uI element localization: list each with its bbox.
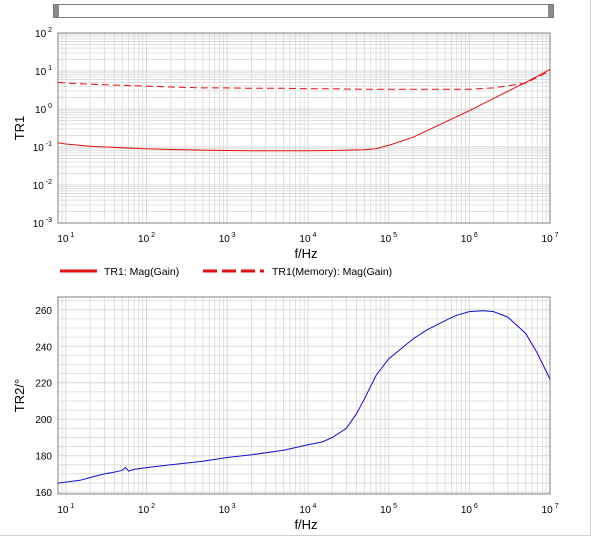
y-tick-base: 10	[35, 29, 47, 40]
x-tick-label: 10 6	[461, 503, 478, 516]
x-tick-base: 10	[380, 234, 392, 245]
y-tick-exponent: -2	[44, 179, 52, 186]
x-tick-label: 10 3	[219, 232, 236, 245]
y-tick-exponent: -1	[44, 141, 52, 148]
y-tick-label: 180	[35, 452, 52, 463]
x-tick-label: 10 1	[57, 503, 74, 516]
y-tick-label: 200	[35, 415, 52, 426]
y-tick-label: 240	[35, 342, 52, 353]
x-tick-base: 10	[380, 505, 392, 516]
x-tick-label: 10 2	[138, 232, 155, 245]
x-tick-exponent: 3	[230, 503, 236, 510]
scrollbar-left-handle[interactable]	[54, 5, 59, 17]
tr1-x-tick-labels: 10 1 10 2 10 3 10 4 10 5 10 6 10 7	[57, 232, 558, 245]
tr1-series-group	[57, 68, 551, 152]
tr1-plot-border	[57, 32, 551, 224]
legend: TR1: Mag(Gain) TR1(Memory): Mag(Gain)	[60, 266, 392, 278]
x-tick-label: 10 7	[542, 232, 559, 245]
x-tick-exponent: 6	[472, 232, 478, 239]
y-tick-label: 10 -2	[33, 179, 52, 192]
tr2-y-tick-labels: 160 180 200 220 240 260	[35, 306, 52, 499]
x-tick-label: 10 4	[299, 503, 316, 516]
x-tick-exponent: 1	[68, 503, 74, 510]
tr2-x-tick-labels: 10 1 10 2 10 3 10 4 10 5 10 6 10 7	[57, 503, 558, 516]
x-tick-label: 10 4	[299, 232, 316, 245]
x-tick-base: 10	[219, 234, 231, 245]
y-tick-label: 220	[35, 379, 52, 390]
y-tick-base: 10	[33, 219, 45, 230]
tr1-y-axis-title: TR1	[12, 116, 27, 141]
x-tick-base: 10	[219, 505, 231, 516]
y-tick-label: 10 0	[35, 103, 52, 116]
x-tick-base: 10	[461, 505, 473, 516]
x-tick-base: 10	[138, 234, 150, 245]
y-tick-exponent: -3	[44, 217, 52, 224]
y-tick-label: 10 1	[35, 65, 52, 78]
x-tick-exponent: 2	[149, 503, 155, 510]
x-tick-label: 10 7	[542, 503, 559, 516]
x-tick-label: 10 5	[380, 503, 397, 516]
y-tick-exponent: 2	[46, 27, 52, 34]
x-tick-exponent: 6	[472, 503, 478, 510]
series-line-0-0	[57, 68, 551, 152]
tr2-y-axis-title: TR2/°	[12, 379, 27, 412]
y-tick-base: 10	[33, 143, 45, 154]
tr2-series-group	[57, 310, 551, 484]
series-line-0-1	[57, 70, 551, 90]
tr2-phase-plot: 10 1 10 2 10 3 10 4 10 5 10 6 10 7 16018020022…	[12, 296, 559, 532]
tr2-plot-border	[57, 296, 551, 495]
horizontal-scrollbar[interactable]	[53, 4, 554, 18]
y-tick-label: 160	[35, 488, 52, 499]
series-line-1-0	[57, 310, 551, 484]
x-tick-exponent: 5	[391, 503, 397, 510]
x-tick-base: 10	[138, 505, 150, 516]
x-tick-base: 10	[542, 505, 554, 516]
tr1-y-tick-labels: 10 -310 -210 -110 010 110 2	[33, 27, 52, 230]
y-tick-label: 10 -1	[33, 141, 52, 154]
y-tick-base: 10	[33, 181, 45, 192]
y-tick-exponent: 0	[46, 103, 52, 110]
x-tick-exponent: 7	[553, 503, 559, 510]
x-tick-exponent: 1	[68, 232, 74, 239]
x-tick-base: 10	[299, 234, 311, 245]
x-tick-exponent: 2	[149, 232, 155, 239]
tr2-grid	[57, 297, 550, 494]
x-tick-base: 10	[461, 234, 473, 245]
tr1-grid	[57, 33, 550, 224]
x-tick-exponent: 4	[311, 232, 317, 239]
y-tick-label: 10 2	[35, 27, 52, 40]
x-tick-exponent: 5	[391, 232, 397, 239]
scrollbar-right-handle[interactable]	[548, 5, 553, 17]
x-tick-exponent: 7	[553, 232, 559, 239]
y-tick-label: 260	[35, 306, 52, 317]
y-tick-exponent: 1	[46, 65, 52, 72]
x-tick-base: 10	[57, 505, 69, 516]
x-tick-label: 10 3	[219, 503, 236, 516]
x-tick-label: 10 1	[57, 232, 74, 245]
x-tick-label: 10 5	[380, 232, 397, 245]
x-tick-exponent: 4	[311, 503, 317, 510]
y-tick-label: 10 -3	[33, 217, 52, 230]
x-tick-label: 10 2	[138, 503, 155, 516]
x-tick-label: 10 6	[461, 232, 478, 245]
x-tick-base: 10	[299, 505, 311, 516]
tr2-x-axis-title: f/Hz	[294, 517, 317, 532]
x-tick-base: 10	[57, 234, 69, 245]
x-tick-exponent: 3	[230, 232, 236, 239]
y-tick-base: 10	[35, 105, 47, 116]
tr1-magnitude-plot: 10 1 10 2 10 3 10 4 10 5 10 6 10 7 10 -310 -21…	[12, 27, 559, 261]
legend-label-tr1-memory-gain: TR1(Memory): Mag(Gain)	[272, 266, 392, 278]
legend-label-tr1-gain: TR1: Mag(Gain)	[104, 266, 179, 278]
tr1-x-axis-title: f/Hz	[294, 246, 317, 261]
x-tick-base: 10	[542, 234, 554, 245]
y-tick-base: 10	[35, 67, 47, 78]
